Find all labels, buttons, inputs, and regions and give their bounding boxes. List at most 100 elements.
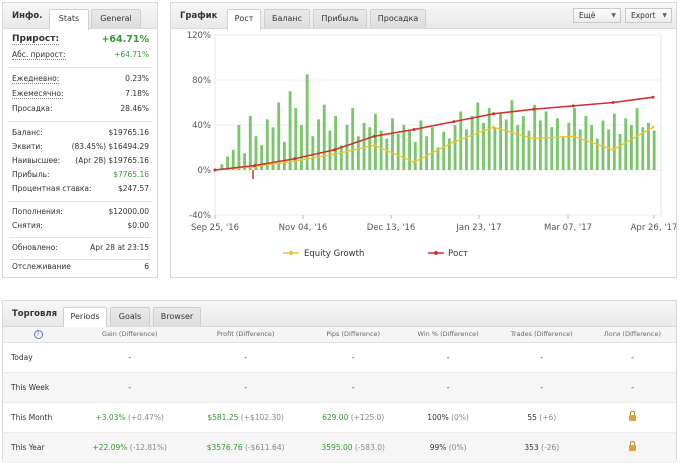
win-cell-value: - (446, 352, 450, 362)
profit-header[interactable]: Profit (Difference) (186, 327, 305, 343)
bar (453, 125, 457, 170)
table-header-row: ? Gain (Difference) Profit (Difference) … (3, 327, 676, 343)
bar (504, 119, 508, 170)
growth-point (452, 120, 456, 124)
table-row: This Month +3.03% (+0.47%) $581.25 (+$102.… (3, 402, 676, 433)
bar (311, 136, 315, 170)
profit-cell: $581.25 (+$102.30) (186, 402, 305, 433)
periods-table-body: Today - - - - - - This Week - - - - - - This Month +3.0… (3, 342, 676, 463)
profit-cell: - (186, 372, 305, 403)
period-label: Today (3, 342, 73, 373)
growth-value: +64.71% (101, 34, 149, 45)
tab-profit[interactable]: Прибыль (313, 9, 367, 29)
bar (635, 108, 639, 170)
growth-point (213, 168, 217, 172)
bar (584, 116, 588, 170)
trades-header[interactable]: Trades (Difference) (494, 327, 589, 343)
bar (391, 118, 394, 170)
bar (521, 116, 525, 170)
bar (641, 127, 645, 170)
tab-balance[interactable]: Баланс (264, 9, 310, 29)
updated-value: Apr 28 at 23:15 (90, 243, 149, 252)
daily-label[interactable]: Ежедневно: (12, 74, 60, 84)
bar (425, 136, 429, 170)
highest-value: (Apr 28) $19765.16 (75, 156, 149, 165)
bar (243, 153, 247, 170)
x-tick-label: Dec 13, '16 (367, 223, 416, 233)
bar (618, 134, 622, 170)
bar (556, 118, 559, 170)
daily-row: Ежедневно: 0.23% (12, 74, 149, 86)
chevron-down-icon: ▼ (611, 12, 616, 19)
bar (436, 147, 440, 170)
logs-cell[interactable] (588, 432, 676, 463)
pips-cell: 3595.00 (-583.0) (304, 432, 402, 463)
x-tick-label: Mar 07, '17 (544, 223, 592, 233)
bar (601, 120, 605, 170)
monthly-label[interactable]: Ежемесячно: (12, 89, 64, 99)
bar (607, 129, 611, 170)
bar (516, 125, 520, 170)
growth-point (253, 164, 257, 167)
equity-growth-point (611, 148, 615, 152)
equity-growth-point (492, 125, 496, 129)
bar (300, 125, 303, 170)
tab-stats[interactable]: Stats (49, 9, 89, 30)
export-button-label: Export (631, 11, 656, 20)
trades-cell-value: 55 (527, 412, 537, 422)
bar (652, 130, 656, 170)
tab-goals[interactable]: Goals (110, 307, 150, 327)
bar (254, 136, 258, 170)
tracking-label: Отслеживание (12, 262, 71, 271)
growth-label[interactable]: Прирост: (12, 34, 60, 45)
daily-value: 0.23% (125, 74, 149, 83)
pips-cell-value: - (351, 352, 355, 362)
bar (231, 149, 235, 170)
updated-label: Обновлено: (12, 243, 58, 252)
lock-icon[interactable] (628, 440, 636, 451)
trading-panel: Торговля Periods Goals Browser ? Gain (D… (2, 300, 677, 463)
profit-value: $7765.16 (113, 170, 149, 179)
bar (465, 129, 468, 170)
export-dropdown[interactable]: Export ▼ (625, 8, 672, 23)
logs-cell[interactable] (588, 402, 676, 433)
equity-growth-line (214, 126, 654, 171)
help-icon[interactable]: ? (33, 329, 43, 339)
bar (408, 129, 411, 170)
tab-general[interactable]: General (91, 9, 141, 29)
gain-header[interactable]: Gain (Difference) (73, 327, 187, 343)
monthly-value: 7.18% (125, 89, 149, 98)
tab-periods[interactable]: Periods (63, 307, 107, 328)
bar (288, 91, 292, 170)
abs-growth-label[interactable]: Абс. прирост: (12, 50, 66, 60)
drawdown-value: 28.46% (120, 104, 149, 113)
pips-header[interactable]: Pips (Difference) (304, 327, 402, 343)
monthly-row: Ежемесячно: 7.18% (12, 89, 149, 101)
logs-cell: - (588, 372, 676, 403)
win-cell-difference: (0%) (446, 442, 467, 452)
bar (612, 113, 616, 170)
tab-growth[interactable]: Рост (227, 9, 261, 30)
bar (561, 136, 565, 170)
bar (379, 130, 383, 170)
bar (265, 119, 269, 170)
y-tick-label: 80% (192, 76, 211, 86)
win-header[interactable]: Win % (Difference) (401, 327, 495, 343)
tab-drawdown[interactable]: Просадка (370, 9, 426, 29)
win-cell: - (401, 372, 495, 403)
equity-growth-point (293, 159, 297, 163)
withdrawals-label: Снятия: (12, 221, 43, 230)
balance-value: $19765.16 (108, 128, 149, 137)
more-dropdown[interactable]: Ещё ▼ (573, 8, 621, 23)
bar (322, 104, 326, 170)
graph-panel: График Рост Баланс Прибыль Просадка Ещё … (170, 2, 677, 278)
bar (510, 100, 514, 170)
bar (385, 138, 389, 170)
logs-header[interactable]: Логи (Difference) (588, 327, 676, 343)
trades-cell: 353 (-26) (494, 432, 589, 463)
lock-icon[interactable] (628, 410, 636, 421)
win-cell: 100% (0%) (401, 402, 495, 433)
bar (447, 138, 451, 170)
tab-browser[interactable]: Browser (153, 307, 201, 327)
bar (629, 125, 633, 170)
